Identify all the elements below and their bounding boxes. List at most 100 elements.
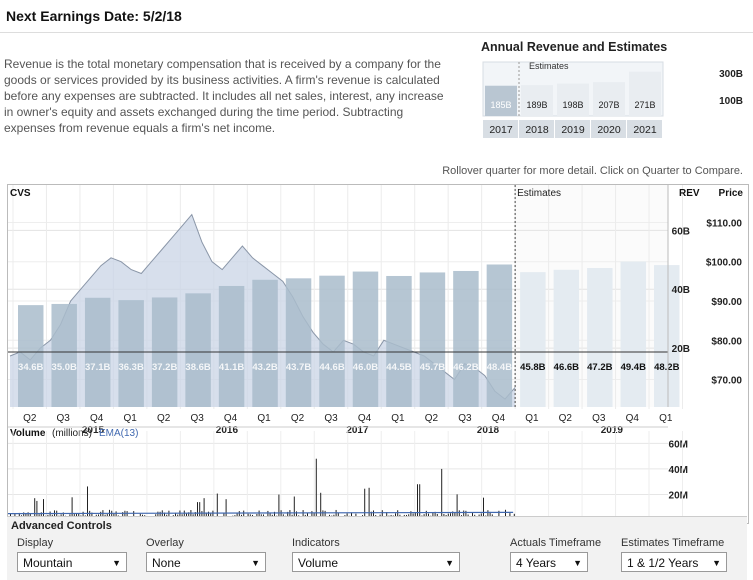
- overlay-label: Overlay: [146, 537, 184, 549]
- annual-revenue-chart: Estimates 300B 100B 185B 2017 189B 2018 198B 201…: [481, 58, 746, 140]
- volume-bar: [199, 502, 201, 520]
- chevron-down-icon: ▼: [573, 558, 582, 568]
- advanced-controls-title: Advanced Controls: [11, 520, 112, 532]
- revenue-bar: [352, 271, 379, 407]
- rev-axis-label: 20B: [672, 344, 690, 355]
- volume-ema-line: [7, 511, 514, 515]
- volume-bar: [498, 510, 500, 520]
- year-label: 2015: [82, 425, 105, 436]
- quarter-label: Q3: [458, 413, 472, 424]
- volume-bar: [49, 511, 51, 520]
- revenue-bar-label: 49.4B: [621, 362, 646, 373]
- year-label: 2018: [477, 425, 500, 436]
- annual-bar-label: 185B: [490, 100, 511, 110]
- volume-bar: [102, 510, 104, 520]
- actuals-timeframe-select[interactable]: 4 Years ▼: [510, 552, 588, 572]
- volume-bar: [324, 510, 326, 520]
- actuals-timeframe-label: Actuals Timeframe: [510, 537, 602, 549]
- overlay-select[interactable]: None ▼: [146, 552, 266, 572]
- revenue-bar: [453, 270, 479, 407]
- revenue-bar: [18, 305, 44, 407]
- volume-bar: [238, 511, 240, 520]
- quarter-label: Q4: [626, 413, 640, 424]
- volume-bar: [190, 510, 192, 520]
- volume-bar: [320, 492, 322, 520]
- volume-bar: [267, 510, 269, 520]
- revenue-bar-label: 44.5B: [386, 362, 411, 373]
- volume-units-label: (millions): [52, 428, 92, 439]
- volume-bar: [293, 496, 295, 520]
- revenue-bar-label: 46.6B: [554, 362, 579, 373]
- volume-bar: [287, 511, 289, 520]
- revenue-bar-label: 48.4B: [487, 362, 512, 373]
- revenue-bar-label: 41.1B: [219, 362, 244, 373]
- volume-bar: [216, 493, 218, 520]
- volume-bar: [87, 486, 88, 520]
- volume-bar: [322, 510, 324, 520]
- ema-label: EMA(13): [99, 428, 138, 439]
- volume-bar: [274, 511, 275, 520]
- annual-axis-label: 100B: [719, 96, 743, 107]
- revenue-bar: [252, 279, 278, 407]
- estimate-revenue-bar: [587, 268, 613, 407]
- year-label: 2017: [346, 425, 369, 436]
- display-select[interactable]: Mountain ▼: [17, 552, 127, 572]
- quarter-label: Q3: [190, 413, 204, 424]
- volume-bar: [280, 510, 282, 520]
- volume-bar: [335, 509, 337, 520]
- volume-bar: [183, 510, 185, 520]
- revenue-description: Revenue is the total monetary compensati…: [4, 57, 444, 135]
- rev-axis-label: 60B: [672, 226, 690, 237]
- price-axis-label: $110.00: [706, 218, 742, 229]
- annual-bar: [521, 85, 553, 116]
- annual-bar: [593, 82, 625, 116]
- volume-bar: [425, 510, 427, 520]
- revenue-bar-label: 38.6B: [185, 362, 210, 373]
- volume-bar: [410, 511, 412, 520]
- annual-bar: [485, 85, 517, 116]
- annual-year-label: 2020: [597, 124, 621, 136]
- price-axis-label: $90.00: [711, 297, 742, 308]
- header-divider: [0, 32, 753, 33]
- quarter-label: Q4: [358, 413, 372, 424]
- estimate-revenue-bar: [553, 269, 580, 407]
- volume-bar: [159, 511, 161, 520]
- estimates-timeframe-select[interactable]: 1 & 1/2 Years ▼: [621, 552, 727, 572]
- annual-bar-label: 189B: [526, 100, 547, 110]
- volume-bar: [54, 510, 55, 520]
- volume-bar: [452, 511, 454, 520]
- volume-bar: [258, 510, 260, 520]
- chevron-down-icon: ▼: [712, 558, 721, 568]
- estimates-timeframe-label: Estimates Timeframe: [621, 537, 725, 549]
- volume-bar: [126, 511, 128, 520]
- estimate-revenue-bar: [620, 261, 647, 407]
- annual-bar-label: 271B: [634, 100, 655, 110]
- quarter-label: Q4: [492, 413, 506, 424]
- quarterly-revenue-chart[interactable]: 34.6B 35.0B 37.1B 36.3B 37.2B 38.6B 41.1B 43.2B…: [7, 185, 748, 523]
- price-axis-label: $80.00: [711, 336, 742, 347]
- annual-year-cell: [627, 120, 662, 138]
- volume-axis-label: 40M: [669, 465, 688, 476]
- indicators-select[interactable]: Volume ▼: [292, 552, 460, 572]
- revenue-bar: [419, 272, 446, 407]
- volume-bar: [483, 497, 484, 520]
- volume-bar: [89, 510, 91, 520]
- volume-bar: [419, 484, 421, 520]
- volume-bar: [489, 511, 491, 520]
- revenue-bar: [285, 278, 312, 407]
- quarter-label: Q3: [592, 413, 606, 424]
- revenue-bar: [386, 275, 412, 407]
- volume-bar: [373, 510, 374, 520]
- annual-bar: [629, 71, 661, 116]
- volume-bar: [311, 511, 313, 520]
- estimates-label: Estimates: [517, 188, 561, 199]
- revenue-bar: [185, 293, 211, 407]
- quarter-label: Q1: [391, 413, 405, 424]
- volume-bar: [456, 494, 458, 520]
- quarter-label: Q1: [123, 413, 137, 424]
- volume-bar: [208, 511, 209, 520]
- quarter-label: Q2: [425, 413, 439, 424]
- annual-bar: [557, 83, 589, 116]
- quarter-label: Q4: [90, 413, 104, 424]
- volume-bar: [56, 510, 58, 520]
